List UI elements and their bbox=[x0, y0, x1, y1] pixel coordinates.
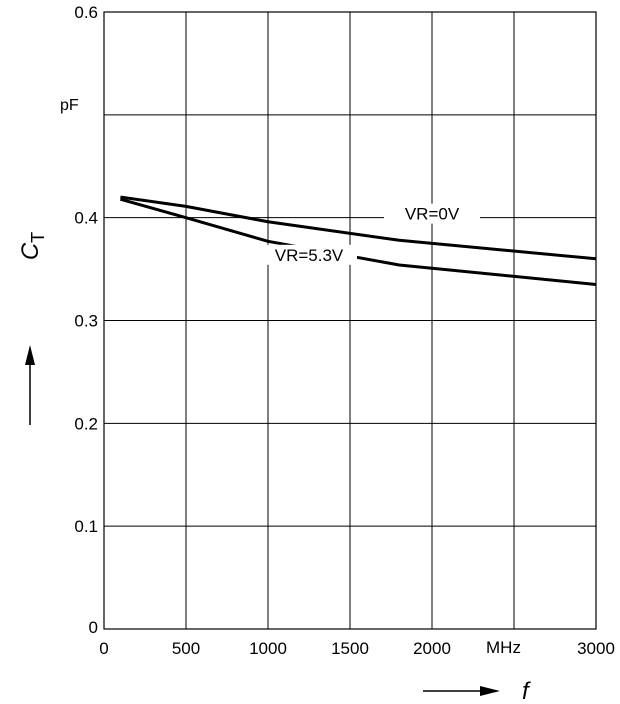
series-line-2 bbox=[119, 197, 597, 287]
grid bbox=[104, 12, 596, 629]
y-tick-labels: 0 0.1 0.2 0.3 0.4 0.6 bbox=[74, 3, 98, 637]
x-tick-label: 1000 bbox=[249, 639, 287, 658]
y-tick-label: 0.4 bbox=[74, 209, 98, 228]
plot-frame bbox=[103, 11, 597, 630]
y-axis-arrow bbox=[25, 345, 35, 425]
plot-border bbox=[103, 11, 597, 630]
x-tick-labels: 0 500 1000 1500 2000 3000 bbox=[99, 639, 615, 658]
x-tick-label: 0 bbox=[99, 639, 108, 658]
x-tick-label: 500 bbox=[172, 639, 200, 658]
series-label-bg bbox=[384, 203, 480, 224]
x-axis-arrow bbox=[423, 686, 500, 696]
series-lines bbox=[119, 195, 597, 287]
x-tick-label: 1500 bbox=[331, 639, 369, 658]
y-tick-label: 0.1 bbox=[74, 517, 98, 536]
series-labels: VR=0V VR=5.3V bbox=[261, 203, 480, 265]
y-unit-label: pF bbox=[60, 97, 79, 114]
x-tick-label: 2000 bbox=[413, 639, 451, 658]
y-tick-label: 0 bbox=[89, 618, 98, 637]
x-unit-label: MHz bbox=[486, 638, 521, 657]
x-tick-label: 3000 bbox=[577, 639, 615, 658]
y-axis-title-subscript: T bbox=[28, 232, 48, 243]
y-tick-label: 0.6 bbox=[74, 3, 98, 22]
x-axis-title: f bbox=[522, 678, 531, 704]
y-tick-label: 0.2 bbox=[74, 414, 98, 433]
y-tick-label: 0.3 bbox=[74, 312, 98, 331]
y-axis-title-main: C bbox=[17, 242, 44, 260]
svg-text:CT: CT bbox=[17, 232, 48, 260]
series-label-1: VR=0V bbox=[405, 205, 460, 224]
series-line-1 bbox=[120, 195, 597, 261]
series-label-bg bbox=[261, 244, 357, 265]
series-label-2: VR=5.3V bbox=[275, 246, 344, 265]
y-axis-title: CT bbox=[17, 232, 48, 260]
